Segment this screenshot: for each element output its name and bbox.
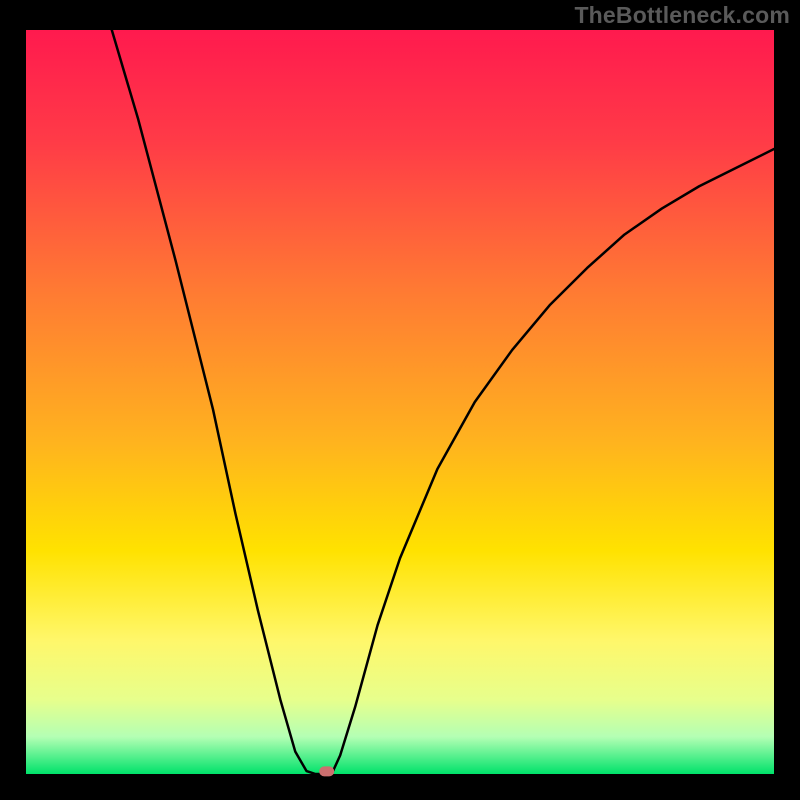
watermark-text: TheBottleneck.com <box>574 2 790 29</box>
plot-background <box>26 30 774 774</box>
bottleneck-chart <box>0 0 800 800</box>
optimum-marker <box>319 766 334 776</box>
chart-viewport: TheBottleneck.com <box>0 0 800 800</box>
